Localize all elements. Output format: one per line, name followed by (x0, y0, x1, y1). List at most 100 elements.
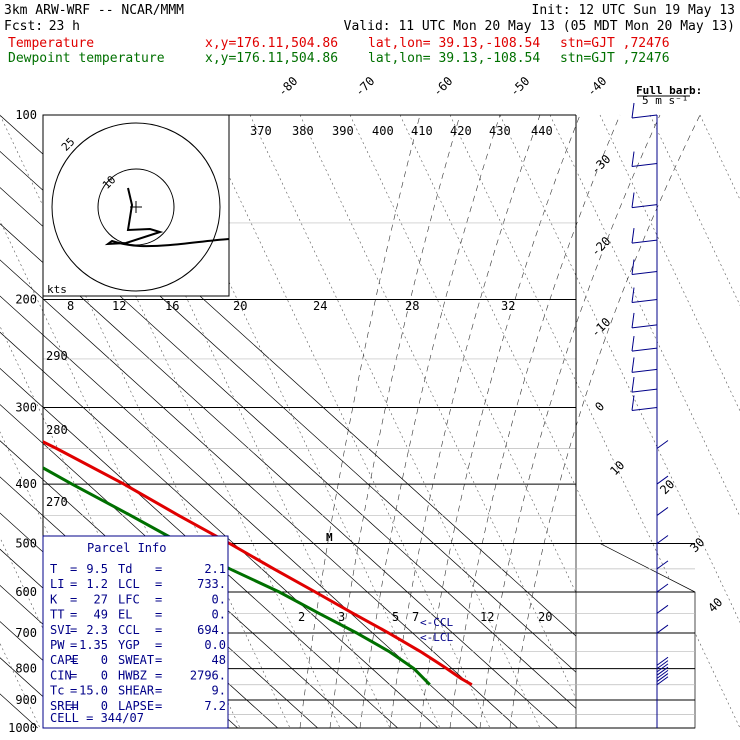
parcel-info-cell-text: 0. (212, 592, 226, 606)
dry-adiabat-label: 420 (450, 124, 472, 138)
parcel-info-cell-text: LCL (118, 577, 140, 591)
parcel-info-cell-text: 1.2 (86, 577, 108, 591)
wind-barb (631, 204, 658, 209)
mixing-ratio-label: 20 (538, 610, 552, 624)
parcel-info-cell-text: 733. (197, 577, 226, 591)
parcel-info-cell: CELL = 344/07 (50, 711, 144, 725)
wind-barb (631, 324, 658, 329)
isotherm-label: 40 (705, 595, 725, 615)
dry-adiabat-label: 400 (372, 124, 394, 138)
full-barb-label: Full barb: (636, 84, 702, 97)
isotherm-label: 20 (657, 477, 677, 497)
dry-adiabat-label: 410 (411, 124, 433, 138)
dry-adiabat-label: 390 (332, 124, 354, 138)
dry-adiabat-line (699, 114, 740, 201)
wind-barb (656, 669, 669, 679)
pressure-tick-label: 200 (15, 293, 37, 307)
parcel-info-cell-text: = (70, 608, 77, 622)
parcel-info-cell-text: = (155, 653, 162, 667)
parcel-info-cell-text: YGP (118, 638, 140, 652)
dry-adiabat-label: 380 (292, 124, 314, 138)
parcel-info-cell-text: SREH (50, 699, 79, 713)
hodograph-tick-label: 16 (165, 299, 179, 313)
parcel-info-cell-text: PW (50, 638, 65, 652)
marker-m: M (326, 531, 333, 544)
wind-barb-flag (631, 357, 635, 373)
parcel-info-cell-text: = (70, 638, 77, 652)
isotherm-label: 0 (592, 399, 607, 414)
pressure-axis: 100 200 300 400 500 600 700 800 900 1000 (8, 108, 37, 735)
temperature-xy: x,y=176.11,504.86 (205, 36, 338, 51)
hodograph-ring-outer (51, 122, 221, 292)
init-time: Init: 12 UTC Sun 19 May 13 (532, 3, 736, 18)
dry-adiabat-line (249, 114, 541, 729)
wind-barb (656, 475, 669, 485)
dewpoint-xy: x,y=176.11,504.86 (205, 51, 338, 66)
wind-barb (656, 676, 669, 686)
parcel-info-cell-text: = (70, 623, 77, 637)
parcel-info-box (42, 535, 229, 729)
parcel-info-cell-text: = (70, 668, 77, 682)
forecast-hour: 23 h (49, 19, 80, 34)
parcel-info-cell-text: = (155, 562, 162, 576)
parcel-info-cell-text: CCL (118, 623, 140, 637)
hodograph-tick-label: 32 (501, 299, 515, 313)
wind-barb-flag (631, 228, 635, 244)
parcel-info-cell-text: TT (50, 608, 64, 622)
wind-barb-flag (631, 377, 635, 393)
dry-adiabat-line (199, 114, 491, 729)
dry-adiabat-label: 290 (46, 349, 68, 363)
parcel-info-cell-text: 2796. (190, 668, 226, 682)
temperature-station: stn=GJT ,72476 (560, 36, 670, 51)
parcel-info-cell-text: = (70, 577, 77, 591)
parcel-info-rows: T = 9.5 Td = 2.1 LI = 1.2 LCL = 733. K = 27 LFC = 0. TT = 49… (50, 562, 226, 713)
dewpoint-latlon: lat,lon= 39.13,-108.54 (368, 51, 540, 66)
mixing-ratio-label: 12 (480, 610, 494, 624)
wind-barb (631, 163, 658, 168)
wind-barb (631, 299, 658, 304)
pressure-tick-label: 100 (15, 108, 37, 122)
wind-barb (656, 663, 669, 673)
dewpoint-station: stn=GJT ,72476 (560, 51, 670, 66)
ccl-marker: <-CCL (420, 616, 453, 629)
wind-barb-flag (631, 395, 635, 411)
isotherm-line (0, 621, 118, 729)
parcel-info-cell-text: 0. (212, 608, 226, 622)
isotherm-line (0, 404, 358, 729)
mixing-ratio-label: 5 (392, 610, 399, 624)
moist-adiabat-line (479, 114, 661, 729)
mixing-ratio-label: 7 (412, 610, 419, 624)
wind-barb (631, 270, 658, 275)
dry-adiabat-line (149, 114, 441, 729)
wind-barb (656, 535, 669, 544)
model-title: 3km ARW-WRF -- NCAR/MMM (4, 3, 184, 18)
hodograph-trace (104, 187, 230, 248)
parcel-info-cell-text: HWBZ (118, 668, 147, 682)
wind-barb (631, 114, 658, 119)
forecast-label: Fcst: (4, 19, 43, 34)
dry-adiabat-line (0, 114, 291, 729)
parcel-info-cell-text: = (70, 699, 77, 713)
dry-adiabat-line (49, 114, 341, 729)
hodograph: 25 10 kts (42, 114, 230, 297)
parcel-info-cell-text: = (70, 653, 77, 667)
pressure-tick-label: 700 (15, 626, 37, 640)
temperature-line (43, 440, 473, 687)
hodograph-tick-label: 12 (112, 299, 126, 313)
wind-barb-flag (631, 287, 635, 303)
parcel-info-cell-text: LFC (118, 592, 140, 606)
moist-adiabat-line (329, 114, 461, 729)
wind-barb-flag (631, 192, 635, 208)
isotherm-line (0, 259, 518, 729)
wind-barb-flag (631, 336, 635, 352)
pressure-tick-label: 400 (15, 477, 37, 491)
parcel-info-cell-text: EL (118, 608, 132, 622)
mixing-ratio-label: 2 (298, 610, 305, 624)
isotherm-label: -30 (588, 152, 613, 177)
dry-adiabat-label: 280 (46, 423, 68, 437)
lcl-marker: <-LCL (420, 631, 453, 644)
pressure-tick-label: 800 (15, 662, 37, 676)
parcel-info-cell-text: LAPSE (118, 699, 154, 713)
dry-adiabat-line (0, 537, 91, 729)
